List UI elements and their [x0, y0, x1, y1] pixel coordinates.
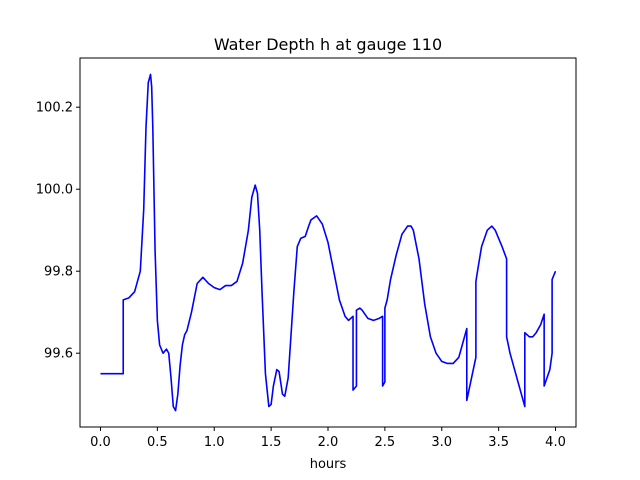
chart-title: Water Depth h at gauge 110 — [214, 35, 442, 54]
x-axis-label: hours — [310, 457, 347, 472]
x-tick-label: 4.0 — [545, 435, 566, 450]
y-tick-label: 99.8 — [44, 265, 73, 280]
plot-area — [100, 73, 557, 412]
x-tick-label: 1.0 — [204, 435, 225, 450]
x-tick-label: 3.0 — [431, 435, 452, 450]
x-tick-label: 0.0 — [90, 435, 111, 450]
x-tick-label: 2.5 — [375, 435, 396, 450]
y-axis-ticks: 99.6 99.8 100.0 100.2 — [36, 101, 80, 362]
x-axis-ticks: 0.0 0.5 1.0 1.5 2.0 2.5 3.0 3.5 4.0 — [90, 427, 566, 450]
series-line — [100, 73, 557, 412]
y-tick-label: 100.0 — [36, 183, 73, 198]
y-tick-label: 99.6 — [44, 347, 73, 362]
x-tick-label: 3.5 — [488, 435, 509, 450]
x-tick-label: 2.0 — [318, 435, 339, 450]
axes-frame — [79, 57, 577, 428]
x-tick-label: 0.5 — [147, 435, 168, 450]
x-tick-label: 1.5 — [261, 435, 282, 450]
y-tick-label: 100.2 — [36, 101, 73, 116]
